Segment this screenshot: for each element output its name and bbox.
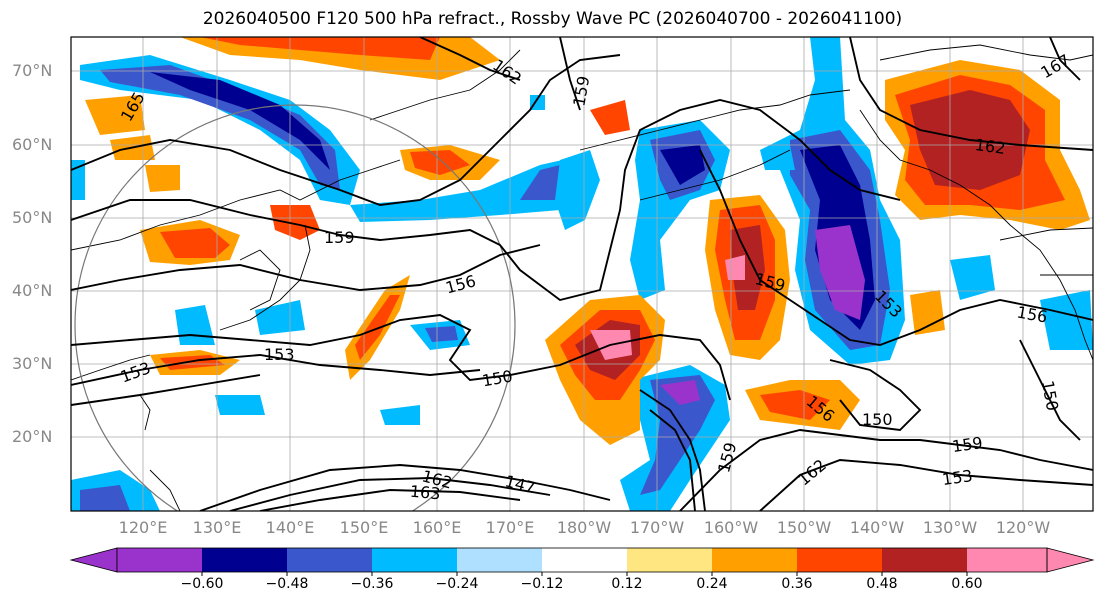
colorbar-extend-max [1046, 547, 1095, 573]
graticule [71, 37, 1093, 511]
height-contours [71, 37, 1093, 511]
contour-label: 162 [974, 135, 1007, 158]
great-circle-ring [74, 104, 516, 511]
contour-label: 150 [862, 410, 893, 429]
contour-label: 153 [264, 345, 295, 364]
lon-label: 160°E [412, 518, 462, 537]
lat-label: 20°N [12, 427, 53, 446]
colorbar-extend-min [69, 547, 118, 573]
coastlines [71, 44, 1093, 511]
colorbar-tick-label: −0.12 [520, 576, 564, 592]
colorbar-segment [117, 548, 202, 572]
colorbar-tick-label: −0.36 [350, 576, 394, 592]
map-frame [70, 36, 1094, 512]
lat-label: 70°N [12, 61, 53, 80]
lat-label: 40°N [12, 281, 53, 300]
lon-label: 170°E [485, 518, 535, 537]
lon-label: 130°W [922, 518, 978, 537]
colorbar-tick-label: 0.48 [866, 576, 898, 592]
colorbar-segment [372, 548, 457, 572]
map-panel: 165 162 159 159 156 153 153 150 150 156 … [71, 37, 1093, 511]
lon-label: 120°W [995, 518, 1051, 537]
contour-label: 153 [941, 466, 974, 489]
colorbar-segment [287, 548, 372, 572]
colorbar-tick-label: 0.36 [781, 576, 813, 592]
colorbar-segment [967, 548, 1047, 572]
colorbar-tick-label: −0.24 [435, 576, 479, 592]
contour-label: 159 [951, 433, 984, 456]
colorbar-tick-label: 0.24 [696, 576, 728, 592]
lon-label: 170°W [629, 518, 685, 537]
colorbar-segment [202, 548, 287, 572]
lat-label: 60°N [12, 135, 53, 154]
lon-label: 160°W [703, 518, 759, 537]
lat-label: 50°N [12, 208, 53, 227]
colorbar-segment [882, 548, 967, 572]
contour-label: 159 [324, 228, 355, 247]
figure-title: 2026040500 F120 500 hPa refract., Rossby… [202, 9, 903, 29]
colorbar-tick-label: 0.60 [951, 576, 983, 592]
lon-label: 150°E [339, 518, 389, 537]
colorbar-tick-label: −0.48 [265, 576, 309, 592]
lon-label: 140°E [265, 518, 315, 537]
colorbar-segment [627, 548, 712, 572]
colorbar [69, 547, 1095, 576]
lon-label: 140°W [849, 518, 905, 537]
lon-label: 120°E [118, 518, 168, 537]
lon-label: 150°W [776, 518, 832, 537]
colorbar-segment [712, 548, 797, 572]
colorbar-tick-label: 0.12 [611, 576, 643, 592]
lat-label: 30°N [12, 354, 53, 373]
colorbar-segment [457, 548, 542, 572]
colorbar-segment [797, 548, 882, 572]
lon-label: 180°W [556, 518, 612, 537]
lon-label: 130°E [192, 518, 242, 537]
colorbar-segment [542, 548, 627, 572]
contour-label: 163 [409, 482, 441, 504]
colorbar-tick-label: −0.60 [180, 576, 224, 592]
